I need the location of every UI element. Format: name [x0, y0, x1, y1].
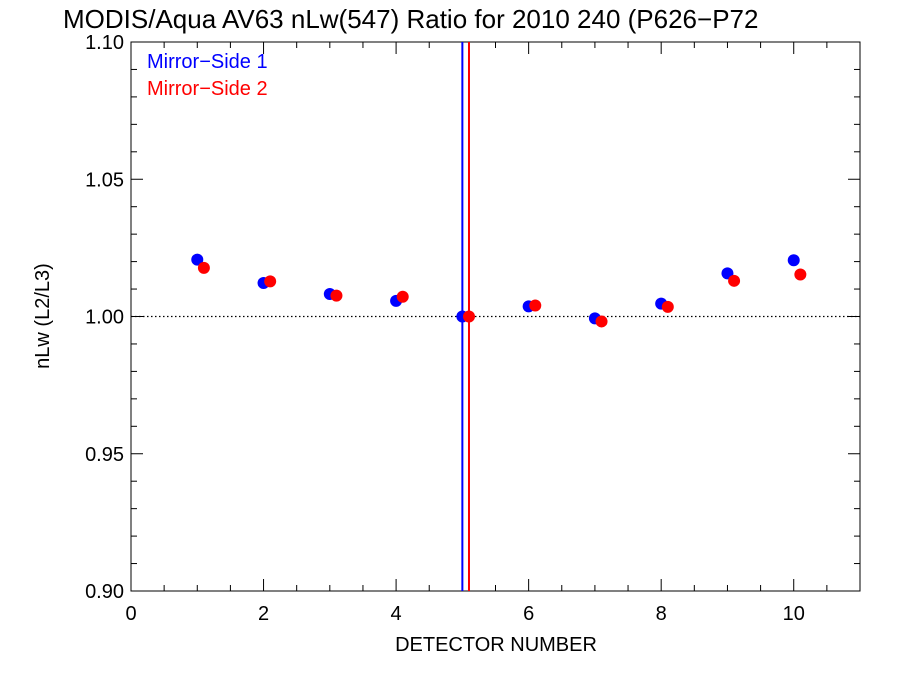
mirror-side-2-point	[661, 300, 674, 313]
x-tick-label: 0	[125, 603, 136, 625]
mirror-side-2-point	[794, 268, 807, 281]
y-tick-label: 1.10	[85, 32, 124, 54]
legend-entry-2: Mirror−Side 2	[147, 78, 268, 100]
x-tick-label: 2	[258, 603, 269, 625]
points-layer	[191, 253, 807, 328]
mirror-side-2-point	[197, 261, 210, 274]
mirror-side-2-point	[264, 275, 277, 288]
mirror-side-2-point	[595, 315, 608, 328]
x-tick-label: 6	[523, 603, 534, 625]
x-tick-label: 10	[783, 603, 805, 625]
x-tick-label: 8	[656, 603, 667, 625]
mirror-side-1-point	[787, 254, 800, 267]
legend: Mirror−Side 1 Mirror−Side 2	[147, 51, 268, 100]
y-tick-label: 1.05	[85, 169, 124, 191]
x-axis-label: DETECTOR NUMBER	[395, 634, 597, 656]
mirror-side-2-point	[462, 310, 475, 323]
x-tick-label: 4	[391, 603, 402, 625]
ticks-layer: 0 2 4 6 8 10 0.90 0.95 1.00 1.05 1.10	[85, 32, 861, 625]
y-axis-label: nLw (L2/L3)	[32, 263, 54, 369]
mirror-side-2-point	[529, 299, 542, 312]
mirror-side-2-point	[728, 274, 741, 287]
reference-layer	[131, 42, 860, 591]
y-tick-label: 1.00	[85, 307, 124, 329]
y-tick-label: 0.90	[85, 581, 124, 603]
legend-entry-1: Mirror−Side 1	[147, 51, 268, 73]
y-tick-label: 0.95	[85, 444, 124, 466]
chart-title: MODIS/Aqua AV63 nLw(547) Ratio for 2010 …	[63, 4, 758, 34]
mirror-side-2-point	[396, 290, 409, 303]
mirror-side-1-point	[191, 253, 204, 266]
mirror-side-2-point	[330, 289, 343, 302]
